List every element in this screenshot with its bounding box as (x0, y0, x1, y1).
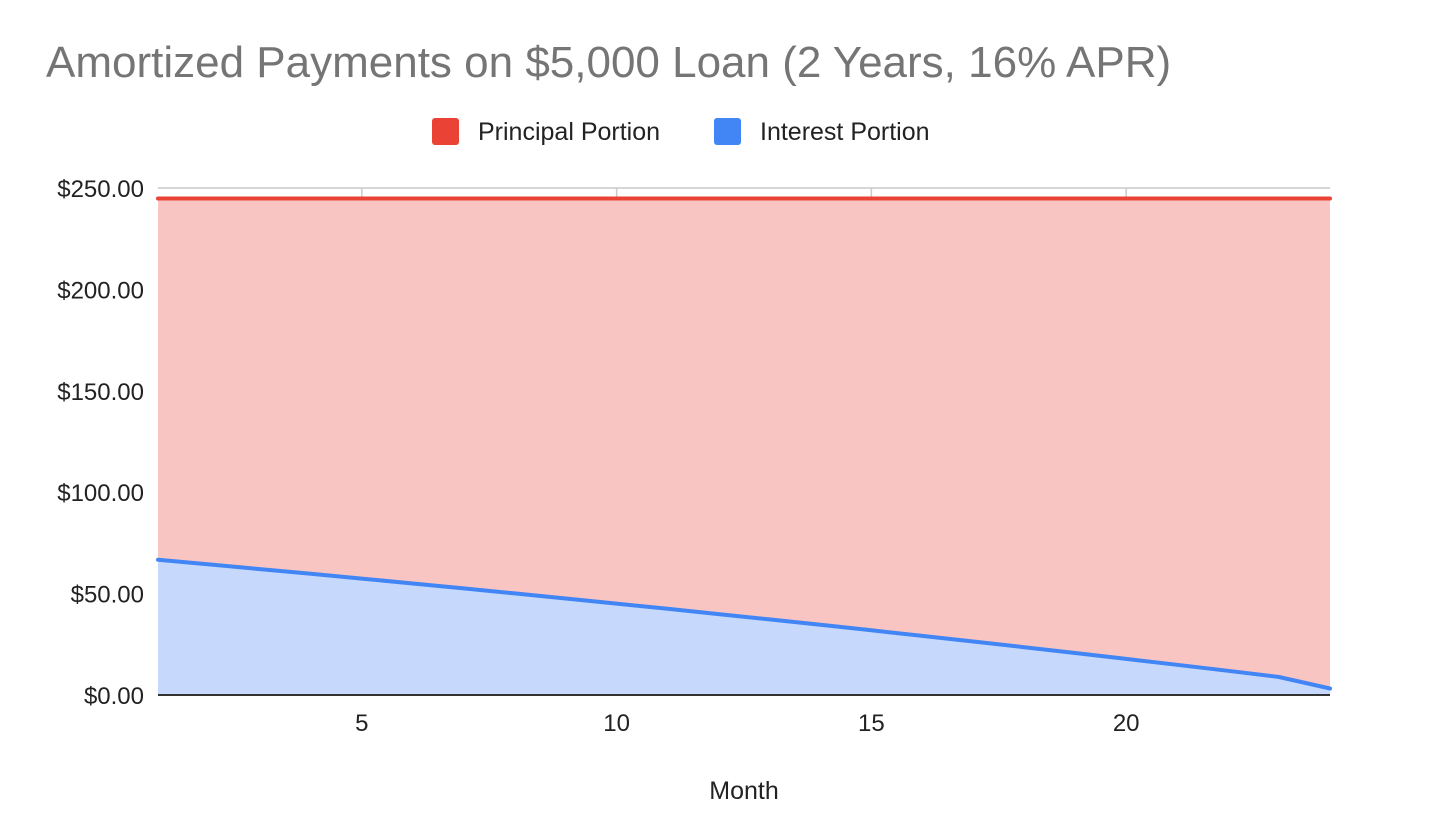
legend-swatch-interest-portion (714, 118, 741, 145)
x-axis-title: Month (709, 777, 778, 805)
x-tick-label-3: 20 (1113, 710, 1140, 737)
y-tick-label-4: $200.00 (57, 277, 144, 304)
y-tick-label-3: $150.00 (57, 379, 144, 406)
y-tick-label-2: $100.00 (57, 480, 144, 507)
x-tick-label-1: 10 (603, 710, 630, 737)
legend: Principal Portion Interest Portion (432, 118, 930, 146)
line-interest-portion (156, 557, 1332, 691)
legend-swatch-principal-portion (432, 118, 459, 145)
y-tick-label-1: $50.00 (71, 582, 144, 609)
y-tick-label-0: $0.00 (84, 683, 144, 710)
area-principal-portion (158, 198, 1330, 689)
y-tick-label-5: $250.00 (57, 176, 144, 203)
x-axis-ticks: 5 10 15 20 (355, 710, 1139, 737)
legend-label-interest-portion: Interest Portion (760, 118, 930, 146)
area-interest-portion (158, 559, 1330, 695)
area-layer (158, 198, 1330, 695)
x-tick-label-0: 5 (355, 710, 368, 737)
chart-title: Amortized Payments on $5,000 Loan (2 Yea… (46, 38, 1172, 87)
x-tick-label-2: 15 (858, 710, 885, 737)
series-lines (156, 196, 1332, 691)
legend-label-principal-portion: Principal Portion (478, 118, 660, 146)
y-axis-ticks: $0.00 $50.00 $100.00 $150.00 $200.00 $250.00 (57, 176, 144, 710)
